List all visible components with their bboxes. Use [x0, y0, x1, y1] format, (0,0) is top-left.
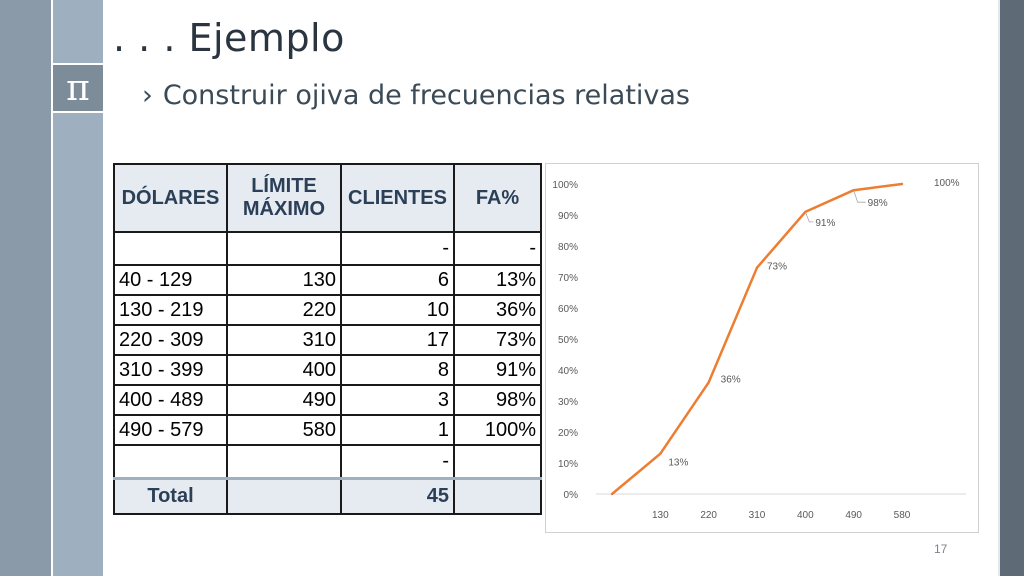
table-cell: 10: [340, 294, 455, 326]
table-total-row: Total 45: [113, 476, 542, 515]
x-tick-label: 400: [797, 510, 814, 521]
table-cell: 36%: [453, 294, 542, 326]
data-label: 91%: [815, 218, 835, 229]
data-point: [610, 492, 614, 496]
table-cell: [113, 444, 228, 479]
table-cell: 130: [226, 264, 342, 296]
leader-line: [804, 211, 814, 223]
data-label: 100%: [934, 178, 960, 189]
y-tick-label: 10%: [558, 459, 578, 470]
left-sidebar-band: [0, 0, 51, 576]
sidebar-divider: [51, 0, 53, 576]
x-tick-label: 220: [700, 510, 717, 521]
y-tick-label: 70%: [558, 273, 578, 284]
table-row: 130 - 219 220 10 36%: [113, 294, 542, 326]
y-tick-label: 0%: [564, 490, 579, 501]
table-header-row: DÓLARES LÍMITE MÁXIMO CLIENTES FA%: [113, 163, 542, 233]
table-cell: [226, 476, 342, 515]
data-point: [755, 266, 759, 269]
table-cell: 130 - 219: [113, 294, 228, 326]
table-cell: 8: [340, 354, 455, 386]
table-cell: 98%: [453, 384, 542, 416]
y-tick-label: 30%: [558, 397, 578, 408]
chevron-right-icon: ›: [142, 80, 153, 111]
table-row: 310 - 399 400 8 91%: [113, 354, 542, 386]
y-tick-label: 50%: [558, 335, 578, 346]
ogive-line: [611, 182, 903, 495]
table-cell: [226, 444, 342, 479]
x-tick-label: 130: [652, 510, 669, 521]
table-cell: 100%: [453, 414, 542, 446]
x-tick-label: 580: [894, 510, 911, 521]
table-cell: 310: [226, 324, 342, 356]
table-cell: [113, 231, 228, 266]
data-point: [900, 182, 904, 186]
data-point: [707, 381, 710, 384]
table-row: 220 - 309 310 17 73%: [113, 324, 542, 356]
table-cell: 400: [226, 354, 342, 386]
ogive-chart-svg: 0% 10% 20% 30% 40% 50% 60% 70% 80% 90% 100% 130 220 3…: [552, 178, 966, 521]
table-cell: 91%: [453, 354, 542, 386]
table-cell: [453, 476, 542, 515]
slide-number: 17: [934, 542, 948, 556]
table-row: 490 - 579 580 1 100%: [113, 414, 542, 446]
table-cell: [226, 231, 342, 266]
header-limite-line2: MÁXIMO: [242, 198, 326, 220]
y-tick-label: 100%: [552, 180, 578, 191]
header-clientes: CLIENTES: [340, 163, 455, 233]
table-cell: 220 - 309: [113, 324, 228, 356]
y-tick-label: 40%: [558, 366, 578, 377]
pi-logo-icon: π: [53, 63, 103, 113]
x-tick-label: 310: [749, 510, 766, 521]
table-cell: 17: [340, 324, 455, 356]
x-tick-label: 490: [845, 510, 862, 521]
total-label: Total: [113, 476, 228, 515]
slide-title: . . . Ejemplo: [113, 16, 345, 60]
table-cell: 3: [340, 384, 455, 416]
table-cell: 490: [226, 384, 342, 416]
table-cell: 6: [340, 264, 455, 296]
y-tick-label: 90%: [558, 211, 578, 222]
table-cell: 220: [226, 294, 342, 326]
table-cell: 400 - 489: [113, 384, 228, 416]
bullet-text: Construir ojiva de frecuencias relativas: [162, 80, 690, 111]
table-row: 400 - 489 490 3 98%: [113, 384, 542, 416]
table-cell: -: [340, 444, 455, 479]
table-cell: 310 - 399: [113, 354, 228, 386]
header-dolares: DÓLARES: [113, 163, 228, 233]
ogive-chart: 0% 10% 20% 30% 40% 50% 60% 70% 80% 90% 100% 130 220 3…: [545, 163, 979, 533]
table-row: -: [113, 444, 542, 479]
total-value: 45: [340, 476, 455, 515]
table-cell: 13%: [453, 264, 542, 296]
data-label: 98%: [868, 198, 888, 209]
data-label: 73%: [767, 262, 787, 273]
bullet-point: › Construir ojiva de frecuencias relativa…: [142, 80, 690, 111]
table-cell: 490 - 579: [113, 414, 228, 446]
frequency-table: DÓLARES LÍMITE MÁXIMO CLIENTES FA% - - 4…: [113, 163, 542, 515]
y-tick-label: 80%: [558, 242, 578, 253]
right-band-divider: [998, 0, 1000, 576]
table-cell: -: [453, 231, 542, 266]
table-cell: 580: [226, 414, 342, 446]
right-sidebar-band: [1000, 0, 1024, 576]
data-label: 13%: [668, 458, 688, 469]
header-limite-maximo: LÍMITE MÁXIMO: [226, 163, 342, 233]
data-label: 36%: [721, 374, 741, 385]
table-cell: 73%: [453, 324, 542, 356]
table-row: 40 - 129 130 6 13%: [113, 264, 542, 296]
table-cell: -: [340, 231, 455, 266]
leader-line: [853, 190, 866, 203]
y-tick-label: 60%: [558, 304, 578, 315]
table-cell: 40 - 129: [113, 264, 228, 296]
header-limite-line1: LÍMITE: [251, 175, 317, 197]
y-tick-label: 20%: [558, 428, 578, 439]
header-fa-percent: FA%: [453, 163, 542, 233]
table-cell: 1: [340, 414, 455, 446]
table-row: - -: [113, 231, 542, 266]
data-point: [659, 452, 662, 455]
table-cell: [453, 444, 542, 479]
